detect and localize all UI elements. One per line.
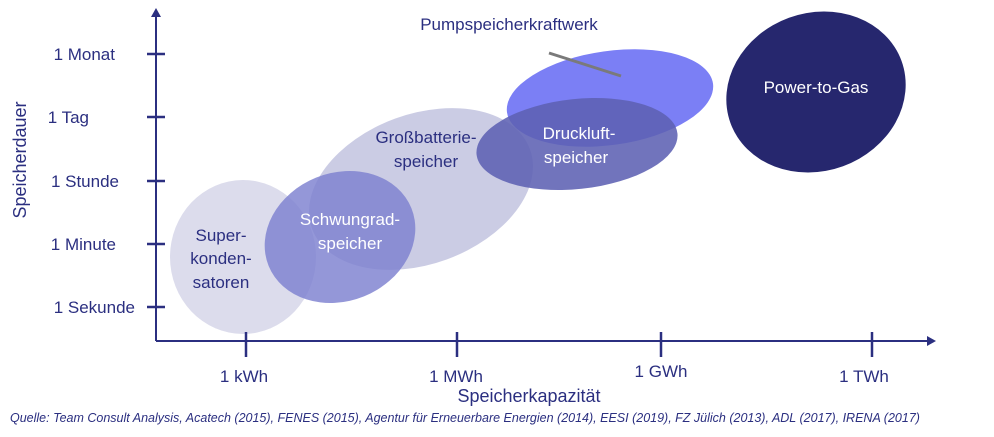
source-note: Quelle: Team Consult Analysis, Acatech (… [10,411,920,425]
y-tick-label: 1 Minute [51,235,116,254]
superkondensatoren-label-line: satoren [193,273,250,292]
x-tick-label: 1 GWh [635,362,688,381]
region-schwungrad [264,171,416,303]
x-tick-label: 1 MWh [429,367,483,386]
region-druckluft [476,98,678,190]
x-ticks [244,332,874,357]
y-tick-label: 1 Stunde [51,172,119,191]
y-axis-arrow [151,8,161,17]
x-axis-arrow [927,336,936,346]
x-tick-label: 1 TWh [839,367,889,386]
schwungrad-label-line: speicher [318,234,383,253]
grossbatterie-label-line: Großbatterie- [375,128,476,147]
y-tick-label: 1 Tag [48,108,89,127]
superkondensatoren-label-line: Super- [195,226,246,245]
regions-layer [170,11,906,334]
y-ticks [147,52,165,309]
region-labels: Super- konden- satoren Großbatterie- spe… [190,15,868,292]
druckluft-label-line: Druckluft- [543,124,616,143]
grossbatterie-label-line: speicher [394,152,459,171]
x-axis-title: Speicherkapazität [457,386,600,406]
x-tick-label: 1 kWh [220,367,268,386]
y-tick-label: 1 Sekunde [54,298,135,317]
pumpspeicher-label: Pumpspeicherkraftwerk [420,15,598,34]
pumpspeicher-pointer-line [548,51,622,78]
druckluft-label-line: speicher [544,148,609,167]
power-to-gas-label: Power-to-Gas [764,78,869,97]
y-axis-title: Speicherdauer [10,101,30,218]
schwungrad-label-line: Schwungrad- [300,210,400,229]
superkondensatoren-label-line: konden- [190,249,251,268]
region-power-to-gas [726,11,906,173]
y-tick-label: 1 Monat [54,45,116,64]
